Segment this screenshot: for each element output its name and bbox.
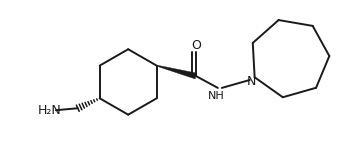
Text: N: N	[247, 76, 256, 88]
Text: H₂N: H₂N	[38, 104, 62, 117]
Text: O: O	[191, 39, 201, 52]
Polygon shape	[157, 65, 197, 79]
Text: NH: NH	[208, 91, 224, 101]
